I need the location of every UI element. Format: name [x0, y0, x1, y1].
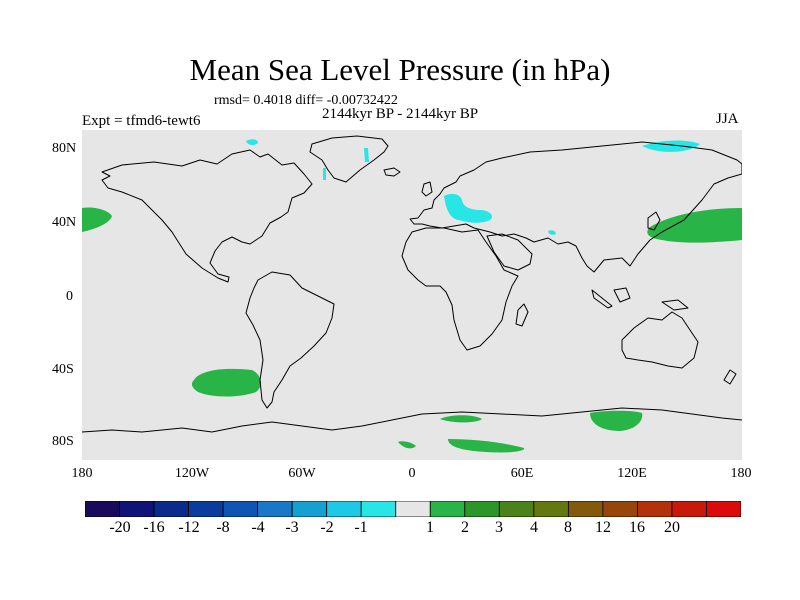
colorbar-swatch — [533, 501, 569, 517]
colorbar-label: -2 — [320, 519, 334, 536]
colorbar-label: 2 — [461, 519, 469, 536]
anomaly-greenland-east — [364, 148, 369, 162]
lat-label-80n: 80N — [52, 141, 77, 156]
map-background — [82, 130, 742, 460]
colorbar-swatch — [257, 501, 293, 517]
anomaly-antarctic-africa — [440, 415, 482, 423]
colorbar-swatch — [188, 501, 224, 517]
positive-anomaly-regions — [82, 207, 742, 453]
rmsd-diff-stats: rmsd= 0.4018 diff= -0.00732422 — [214, 93, 398, 108]
colorbar-label: 12 — [595, 519, 611, 536]
time-period: 2144kyr BP - 2144kyr BP — [322, 106, 479, 122]
world-map — [82, 130, 742, 460]
colorbar-label: -20 — [109, 519, 131, 536]
lat-label-equator: 0 — [66, 289, 73, 304]
experiment-label: Expt = tfmd6-tewt6 — [82, 113, 201, 129]
colorbar-swatch — [567, 501, 604, 517]
lon-label-60e: 60E — [510, 466, 534, 481]
colorbar — [85, 501, 741, 517]
colorbar-swatch — [326, 501, 362, 517]
colorbar-label: -16 — [143, 519, 165, 536]
anomaly-south-pacific — [191, 368, 261, 397]
lon-label-180-west: 180 — [71, 466, 93, 481]
coastlines — [82, 135, 742, 433]
lon-label-120e: 120E — [617, 466, 647, 481]
coastline-arabia — [486, 233, 533, 271]
colorbar-swatch — [222, 501, 259, 517]
colorbar-swatch — [706, 501, 741, 517]
lon-label-0: 0 — [408, 466, 416, 481]
colorbar-swatch — [395, 501, 431, 517]
lat-label-40s: 40S — [52, 362, 74, 377]
anomaly-north-pacific-west — [82, 207, 112, 232]
coastline-borneo — [613, 287, 631, 303]
colorbar-swatch — [602, 501, 638, 517]
colorbar-swatch — [464, 501, 500, 517]
anomaly-greenland-south — [323, 168, 326, 180]
colorbar-label: 3 — [495, 519, 503, 536]
colorbar-label: -1 — [354, 519, 368, 536]
colorbar-label: -12 — [178, 519, 200, 536]
coastline-africa — [401, 227, 519, 351]
coastline-greenland — [309, 135, 389, 183]
season-label: JJA — [716, 111, 739, 127]
lat-label-40n: 40N — [52, 215, 77, 230]
colorbar-label: 16 — [629, 519, 645, 536]
lat-label-80s: 80S — [52, 434, 74, 449]
colorbar-swatch — [291, 501, 328, 517]
colorbar-swatch — [637, 501, 673, 517]
colorbar-swatch — [153, 501, 189, 517]
colorbar-label: -4 — [251, 519, 265, 536]
anomaly-antarctic-indian — [590, 410, 643, 431]
colorbar-label: -3 — [285, 519, 299, 536]
lon-label-120w: 120W — [174, 466, 210, 481]
anomaly-central-asia — [548, 230, 556, 235]
anomaly-antarctic-south-africa — [448, 439, 525, 453]
colorbar-label: 20 — [664, 519, 680, 536]
lon-label-180-east: 180 — [730, 466, 752, 481]
lon-label-60w: 60W — [288, 466, 316, 481]
colorbar-label: -8 — [216, 519, 230, 536]
anomaly-europe-black-sea — [444, 193, 493, 223]
coastline-great-britain — [421, 181, 433, 197]
colorbar-label: 1 — [426, 519, 434, 536]
colorbar-swatch — [671, 501, 707, 517]
colorbar-label: 8 — [564, 519, 572, 536]
coastline-new-zealand — [723, 369, 737, 385]
colorbar-swatch — [429, 501, 466, 517]
coastline-south-america — [245, 271, 335, 409]
coastline-iceland — [383, 167, 401, 177]
negative-anomaly-regions — [246, 139, 700, 235]
colorbar-swatch — [119, 501, 155, 517]
colorbar-label: 4 — [530, 519, 538, 536]
coastline-eurasia — [409, 141, 742, 273]
map-title: Mean Sea Level Pressure (in hPa) — [189, 52, 611, 87]
coastline-new-guinea — [661, 299, 689, 311]
anomaly-north-pacific-east — [647, 208, 742, 243]
coastline-north-america — [101, 149, 313, 283]
coastline-madagascar — [515, 303, 529, 327]
coastline-australia — [621, 311, 699, 369]
colorbar-swatch — [85, 501, 120, 517]
coastline-antarctica — [82, 407, 742, 433]
colorbar-swatch — [498, 501, 535, 517]
coastline-japan — [647, 211, 661, 231]
coastline-sumatra — [591, 289, 613, 309]
anomaly-canadian-arctic — [246, 139, 258, 146]
anomaly-antarctic-weddell — [398, 441, 416, 449]
colorbar-swatch — [360, 501, 397, 517]
